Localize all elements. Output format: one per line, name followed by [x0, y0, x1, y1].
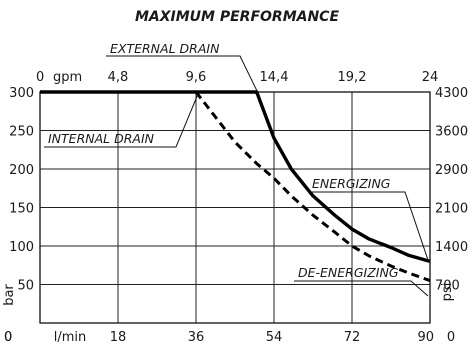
annotation-external-drain: EXTERNAL DRAIN — [110, 41, 220, 56]
y-right-tick-label: 2100 — [435, 202, 468, 217]
y-axis-unit: bar — [2, 284, 17, 306]
y-tick-label-zero: 0 — [4, 330, 12, 345]
y-right-tick-label: 700 — [435, 279, 460, 294]
leader-internal-drain — [44, 93, 199, 148]
y-tick-label: 200 — [9, 163, 34, 178]
leader-de-energizing — [294, 280, 429, 297]
x-top-tick-label: 14,4 — [260, 70, 289, 85]
x-top-tick-label: 19,2 — [338, 70, 367, 85]
y-tick-label: 50 — [17, 279, 34, 294]
x-axis-unit: l/min — [54, 330, 87, 345]
y-tick-label: 250 — [9, 125, 34, 140]
y-right-tick-label: 2900 — [435, 163, 468, 178]
annotation-de-energizing: DE-ENERGIZING — [298, 265, 399, 280]
y-right-tick-label: 3600 — [435, 125, 468, 140]
y-tick-label: 100 — [9, 240, 34, 255]
x-tick-label: 0 — [4, 330, 12, 345]
series-line-de-energizing — [40, 90, 431, 283]
y-right-tick-label-zero: 0 — [447, 330, 455, 345]
x-top-tick-label: 9,6 — [186, 70, 207, 85]
chart-ticks: 0 18 36 54 72 90 l/min 0 4,8 9,6 14,4 19,2 24 gpm 50 10… — [2, 70, 468, 345]
x-top-tick-label: 0 — [36, 70, 44, 85]
x-tick-label: 90 — [417, 330, 434, 345]
chart-curves — [40, 90, 431, 283]
leader-external-drain — [106, 55, 259, 94]
chart-annotations: EXTERNAL DRAIN INTERNAL DRAIN ENERGIZING DE… — [44, 41, 429, 297]
chart-title: MAXIMUM PERFORMANCE — [135, 9, 339, 25]
x-tick-label: 72 — [344, 330, 361, 345]
x-tick-label: 36 — [188, 330, 205, 345]
y-right-axis-unit: psi — [440, 283, 455, 302]
x-top-tick-label: 4,8 — [108, 70, 129, 85]
x-top-axis-unit: gpm — [53, 70, 82, 85]
y-tick-label: 150 — [9, 202, 34, 217]
annotation-energizing: ENERGIZING — [312, 176, 391, 191]
x-tick-label: 54 — [266, 330, 283, 345]
y-tick-label: 300 — [9, 86, 34, 101]
annotation-internal-drain: INTERNAL DRAIN — [48, 131, 155, 146]
chart-grid — [39, 91, 431, 324]
x-tick-label: 18 — [110, 330, 127, 345]
leader-energizing — [308, 191, 429, 261]
y-right-tick-label: 4300 — [435, 86, 468, 101]
x-top-tick-label: 24 — [422, 70, 439, 85]
y-right-tick-label: 1400 — [435, 240, 468, 255]
